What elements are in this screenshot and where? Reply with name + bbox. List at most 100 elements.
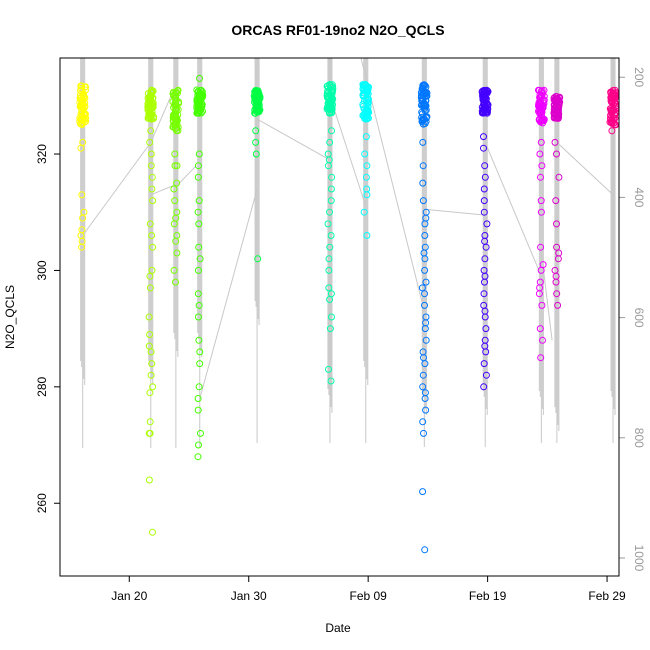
x-tick-label: Feb 09 [349, 589, 387, 603]
data-point [611, 121, 619, 129]
data-point [418, 284, 426, 292]
data-point [251, 88, 259, 96]
data-point [478, 107, 486, 115]
data-point [77, 87, 85, 95]
data-point [328, 127, 335, 135]
data-point [149, 243, 157, 251]
data-point [327, 197, 335, 205]
data-point [149, 197, 157, 205]
data-point [147, 127, 155, 135]
data-point [363, 162, 371, 170]
data-point [420, 429, 427, 437]
data-point [608, 115, 616, 123]
data-point [538, 93, 546, 101]
data-point [538, 162, 546, 170]
data-point [145, 476, 153, 484]
data-point [537, 354, 545, 362]
data-point [327, 185, 335, 193]
data-point [422, 214, 430, 222]
data-point [329, 95, 337, 103]
data-point [364, 98, 372, 106]
data-points [76, 74, 620, 554]
data-point [146, 331, 154, 338]
data-point [148, 232, 156, 239]
track-line [329, 95, 367, 207]
data-point [418, 91, 426, 99]
data-point [360, 97, 368, 105]
data-point [552, 197, 560, 205]
data-point [537, 197, 545, 205]
data-point [149, 528, 156, 536]
data-point [481, 94, 489, 102]
axes: Jan 20 Jan 30 Feb 09 Feb 19 Feb 29 260 280 300 3… [35, 67, 646, 603]
data-point [195, 441, 202, 449]
data-point [252, 138, 260, 146]
data-point [480, 290, 488, 298]
data-point [196, 74, 203, 82]
data-point [481, 237, 489, 245]
data-point [421, 266, 429, 274]
data-point [171, 162, 179, 170]
data-point [608, 127, 616, 135]
data-point [170, 92, 177, 99]
data-point [194, 173, 202, 181]
data-point [537, 173, 544, 181]
data-point [252, 150, 260, 158]
data-point [146, 272, 154, 280]
data-point [553, 290, 561, 298]
data-point [360, 105, 368, 113]
data-point [195, 336, 203, 344]
data-point [481, 173, 489, 181]
data-point [539, 261, 547, 269]
data-point [171, 99, 179, 107]
data-point [328, 313, 335, 321]
data-point [480, 360, 488, 368]
data-point [324, 220, 332, 228]
data-point [537, 138, 545, 146]
data-point [422, 319, 430, 327]
data-point [148, 86, 156, 94]
data-point [81, 94, 89, 102]
data-point [195, 220, 203, 228]
data-point [252, 127, 260, 135]
data-point [360, 110, 368, 118]
data-point [171, 197, 179, 205]
data-point [478, 88, 486, 95]
data-point [146, 284, 154, 292]
data-point [361, 150, 369, 158]
data-point [81, 99, 89, 107]
data-point [173, 179, 181, 187]
data-point [481, 272, 489, 280]
data-point [81, 83, 89, 91]
data-point [329, 83, 337, 91]
data-point [538, 301, 546, 309]
data-point [610, 96, 618, 104]
data-point [145, 114, 152, 122]
data-point [420, 354, 427, 362]
data-point [535, 99, 543, 106]
x-axis-label: Date [325, 621, 351, 635]
data-point [147, 94, 154, 101]
data-point [149, 383, 157, 391]
data-point [539, 336, 546, 344]
right-tick-label: 200 [632, 67, 646, 87]
data-point [363, 232, 371, 239]
data-point [421, 120, 429, 127]
track-line [256, 118, 331, 161]
right-tick-label: 1000 [632, 545, 646, 572]
data-point [327, 102, 335, 110]
data-point [147, 162, 155, 170]
data-point [146, 220, 154, 228]
data-point [147, 150, 155, 158]
data-point [148, 173, 156, 181]
data-point [195, 243, 203, 251]
data-point [145, 429, 153, 437]
data-point [149, 94, 157, 102]
data-point [539, 116, 546, 124]
data-point [363, 84, 371, 92]
data-point [250, 92, 258, 100]
data-point [480, 89, 488, 97]
data-point [421, 102, 429, 110]
data-point [553, 243, 561, 251]
data-point [325, 284, 333, 292]
